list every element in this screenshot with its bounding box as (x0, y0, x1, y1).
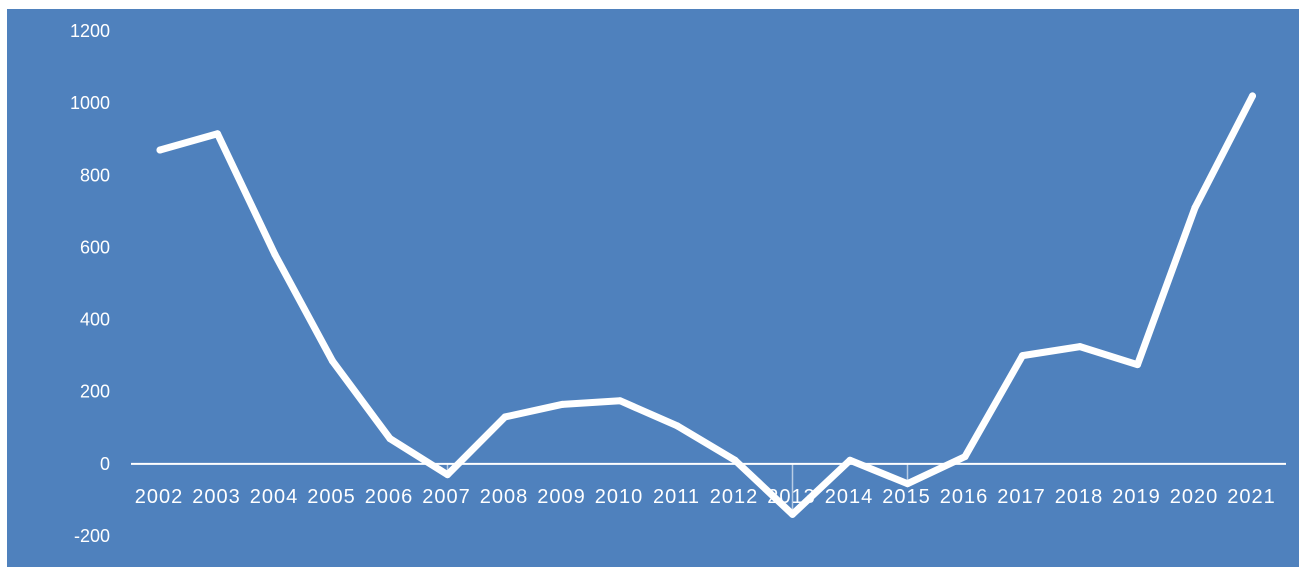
data-point (961, 453, 969, 461)
x-tick-label: 2016 (940, 486, 989, 508)
y-tick-label: 400 (80, 310, 110, 330)
data-point (386, 435, 394, 443)
data-point (1134, 361, 1141, 369)
y-tick-label: 200 (80, 382, 110, 402)
data-point (846, 456, 854, 464)
x-tick-label: 2020 (1170, 486, 1219, 508)
data-point (1191, 204, 1199, 212)
drop-lines (159, 95, 1254, 515)
data-point (1019, 352, 1026, 360)
data-points (156, 92, 1256, 518)
chart-area (7, 9, 1299, 567)
x-tick-label: 2007 (422, 486, 471, 508)
x-tick-label: 2021 (1227, 486, 1276, 508)
series-line (156, 92, 1256, 518)
x-tick-label: 2010 (595, 486, 644, 508)
y-tick-label: 1000 (70, 93, 110, 113)
data-point (501, 413, 509, 421)
x-tick-label: 2019 (1112, 486, 1161, 508)
y-tick-label: 1200 (70, 21, 110, 41)
data-point (1076, 343, 1084, 351)
x-tick-label: 2015 (882, 486, 931, 508)
data-point (156, 146, 164, 154)
data-point (214, 130, 221, 138)
x-tick-label: 2008 (480, 486, 529, 508)
x-tick-label: 2006 (365, 486, 414, 508)
data-point (444, 471, 451, 479)
x-tick-label: 2011 (653, 486, 700, 508)
x-tick-label: 2014 (825, 486, 874, 508)
data-point (616, 397, 624, 405)
x-tick-label: 2018 (1055, 486, 1104, 508)
data-point (271, 251, 279, 259)
x-tick-label: 2003 (192, 486, 241, 508)
y-axis-ticks: -200 0 200 400 600 800 1000 1200 (70, 21, 110, 546)
data-point (559, 400, 566, 408)
x-tick-label: 2012 (710, 486, 759, 508)
data-point (904, 480, 911, 488)
x-tick-label: 2005 (307, 486, 356, 508)
y-tick-label: -200 (74, 526, 110, 546)
y-tick-label: 800 (80, 165, 110, 185)
data-point (329, 357, 336, 365)
x-tick-label: 2004 (250, 486, 299, 508)
data-point (1249, 92, 1256, 100)
y-tick-label: 600 (80, 237, 110, 257)
data-point (789, 510, 796, 518)
y-tick-label: 0 (100, 454, 110, 474)
x-tick-label: 2009 (537, 486, 586, 508)
x-tick-label: 2002 (135, 486, 184, 508)
data-point (674, 422, 681, 430)
x-tick-label: 2017 (997, 486, 1046, 508)
data-point (731, 456, 739, 464)
x-axis-ticks: 2002 2003 2004 2005 2006 2007 2008 2009 2010 2011… (135, 486, 1276, 508)
